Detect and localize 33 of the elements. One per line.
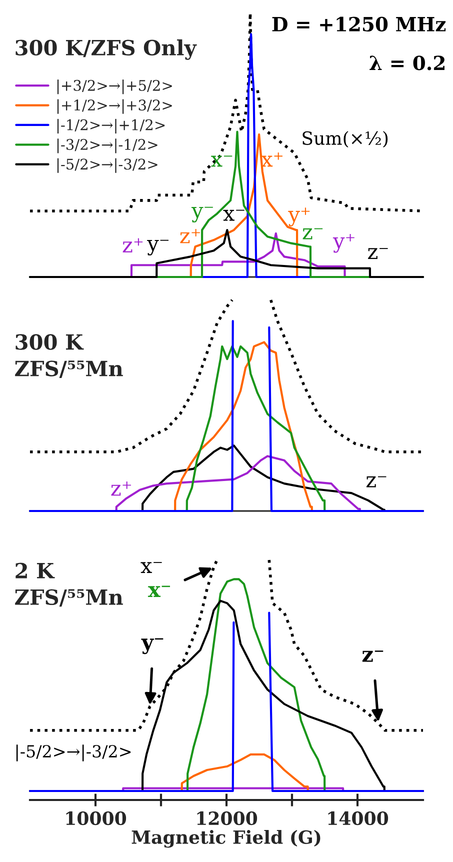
legend-label: |-1/2>→|+1/2> xyxy=(57,118,165,134)
annotation: x⁻ xyxy=(148,586,170,597)
text: 2 K ZFS/⁵⁵Mn xyxy=(15,562,123,607)
text: 300 K/ZFS Only xyxy=(16,39,197,60)
annotation: Sum(×½) xyxy=(302,130,388,148)
annotation: λ = 0.2 xyxy=(370,56,444,70)
annotation: z⁻ xyxy=(302,228,323,240)
x-tick-label: 14000 xyxy=(328,811,388,826)
x-tick-label: 12000 xyxy=(197,811,258,826)
legend-label: |+1/2>→|+3/2> xyxy=(57,99,172,114)
x-axis-title: Magnetic Field (G) xyxy=(132,830,320,848)
annotation: x⁻ xyxy=(211,156,232,167)
annotation: D = +1250 MHz xyxy=(272,16,446,32)
annotation: x⁺ xyxy=(261,152,282,167)
annotation: y⁻ xyxy=(141,638,164,654)
annotation: z⁺ xyxy=(122,238,143,252)
annotation: z⁻ xyxy=(366,476,386,488)
annotation: z⁺ xyxy=(180,229,200,244)
legend-label: |+3/2>→|+5/2> xyxy=(57,80,172,94)
annotation: y⁻ xyxy=(191,206,213,222)
annotation: y⁺ xyxy=(332,234,354,253)
text: 300 K ZFS/⁵⁵Mn xyxy=(15,334,123,378)
annotation: y⁻ xyxy=(147,240,168,256)
x-tick-label: 10000 xyxy=(66,811,126,826)
annotation: y⁺ xyxy=(288,208,310,226)
annotation: |-5/2>→|-3/2> xyxy=(16,744,131,762)
annotation: z⁺ xyxy=(111,482,131,496)
annotation: z⁻ xyxy=(362,650,384,662)
legend-label: |-5/2>→|-3/2> xyxy=(57,158,158,173)
annotation: z⁻ xyxy=(368,248,388,259)
annotation: x⁻ xyxy=(223,210,244,221)
annotation: x⁻ xyxy=(140,562,162,573)
legend-label: |-3/2>→|-1/2> xyxy=(57,138,158,154)
